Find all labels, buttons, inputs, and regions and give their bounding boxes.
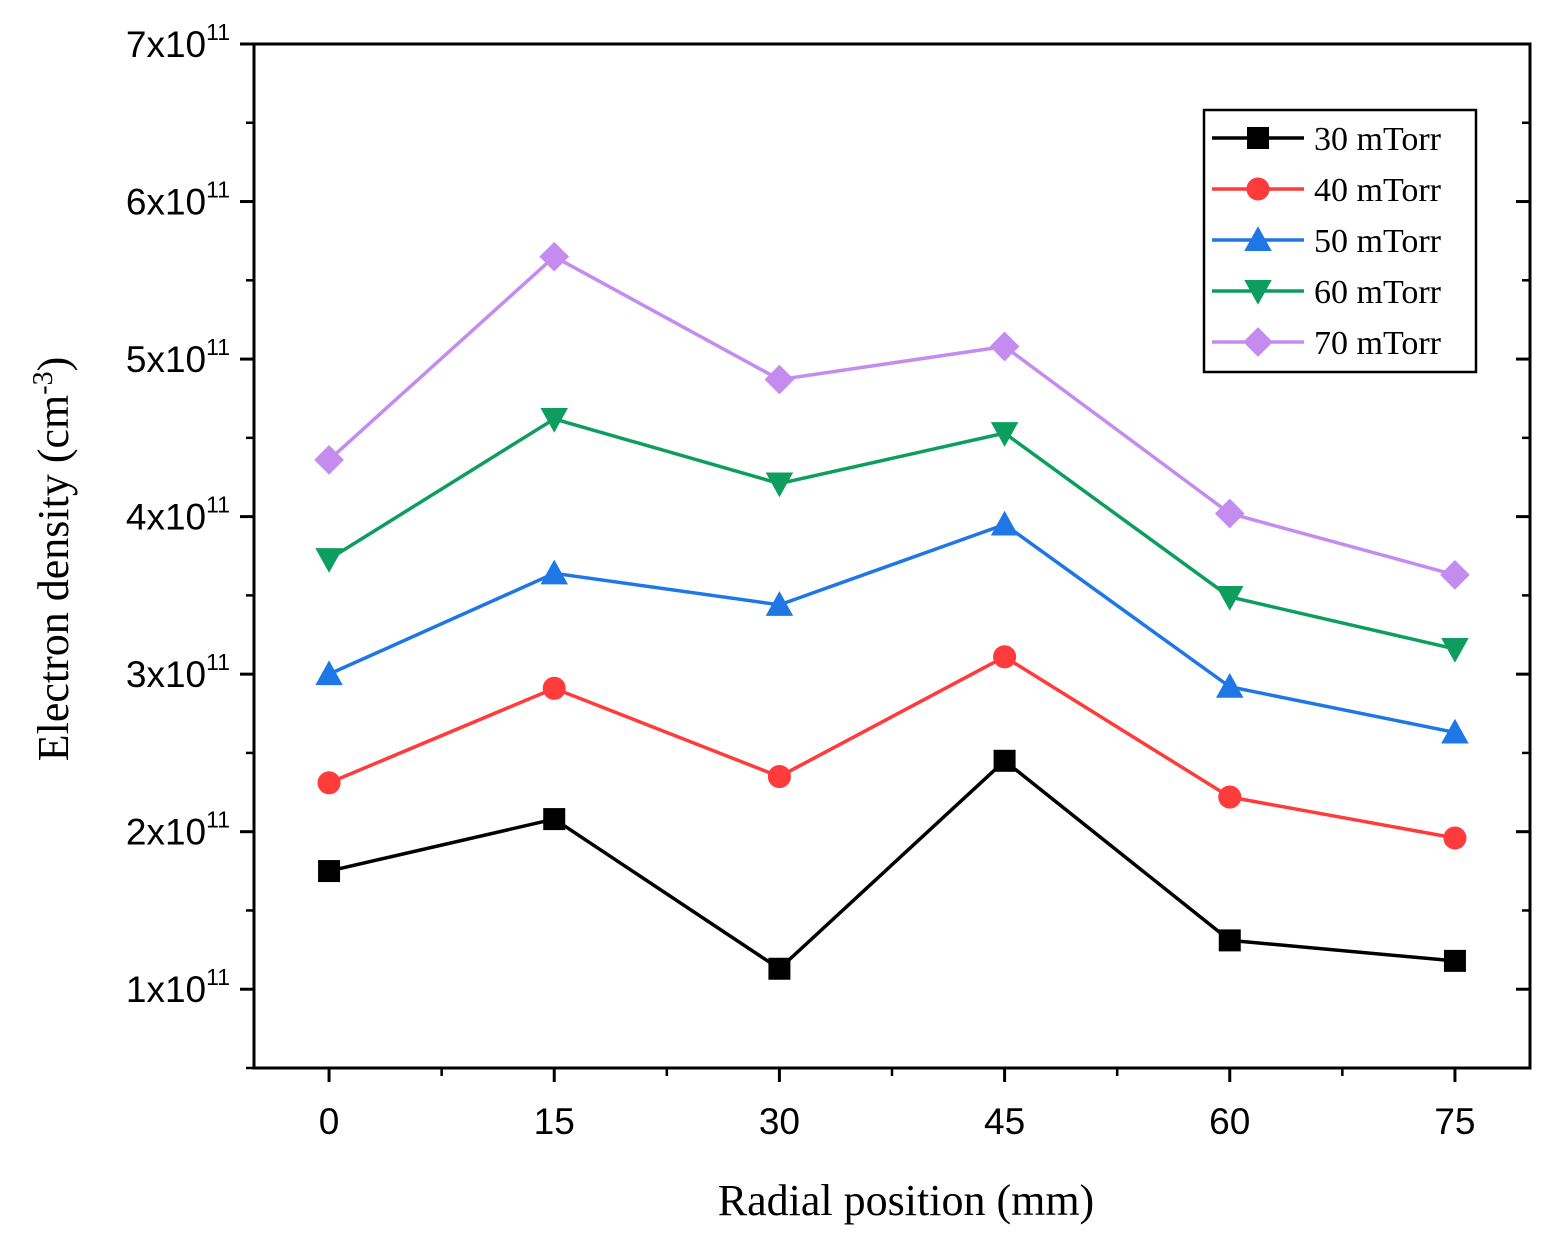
data-point xyxy=(314,445,344,475)
data-point xyxy=(1443,949,1466,972)
data-point xyxy=(539,241,570,272)
y-tick-exponent: 11 xyxy=(206,807,230,833)
y-tick-exponent: 11 xyxy=(206,964,230,990)
series-line xyxy=(328,417,1456,651)
y-tick-exponent: 11 xyxy=(206,334,230,360)
y-tick-label: 3x1011 xyxy=(126,649,230,695)
data-point xyxy=(1440,560,1470,590)
series-line xyxy=(327,254,1456,577)
y-tick-exponent: 11 xyxy=(206,177,230,203)
axes: 1x10112x10113x10114x10115x10116x10117x10… xyxy=(28,19,1532,1225)
legend-label: 70 mTorr xyxy=(1314,325,1442,362)
y-tick-mantissa: 3x10 xyxy=(126,654,206,695)
series-60-mtorr xyxy=(315,407,1469,663)
y-axis-title-base: Electron density (cm xyxy=(29,395,78,762)
y-tick-mantissa: 2x10 xyxy=(126,812,206,853)
data-point xyxy=(315,548,343,573)
data-point xyxy=(990,510,1019,536)
legend-label: 30 mTorr xyxy=(1314,121,1442,158)
y-tick-exponent: 11 xyxy=(206,19,230,45)
legend-item: 30 mTorr xyxy=(1212,121,1442,158)
y-axis-title: Electron density (cm-3) xyxy=(28,357,78,762)
legend-marker xyxy=(1247,127,1269,149)
data-point xyxy=(1216,585,1244,611)
data-point xyxy=(540,559,568,585)
y-tick-label: 7x1011 xyxy=(126,19,230,65)
legend-marker xyxy=(1243,327,1273,357)
y-tick-exponent: 11 xyxy=(206,492,230,518)
y-tick-mantissa: 1x10 xyxy=(126,969,206,1010)
y-tick-label: 6x1011 xyxy=(126,177,230,223)
x-tick-label: 60 xyxy=(1209,1101,1250,1142)
data-point xyxy=(1218,929,1241,952)
y-tick-label: 5x1011 xyxy=(126,334,230,380)
data-point xyxy=(993,645,1017,669)
data-point xyxy=(318,860,341,883)
legend-label: 60 mTorr xyxy=(1314,274,1442,311)
data-point xyxy=(540,407,568,433)
y-tick-label: 1x1011 xyxy=(126,964,230,1010)
x-axis-title: Radial position (mm) xyxy=(718,1176,1094,1225)
y-tick-mantissa: 6x10 xyxy=(126,182,206,223)
data-point xyxy=(543,808,566,831)
data-point xyxy=(1218,785,1242,809)
series-line xyxy=(328,522,1456,735)
series-line xyxy=(328,759,1456,971)
data-point xyxy=(317,771,341,795)
series-group xyxy=(314,241,1470,980)
data-point xyxy=(1441,718,1469,744)
y-tick-mantissa: 5x10 xyxy=(126,339,206,380)
legend-item: 40 mTorr xyxy=(1212,172,1442,209)
y-tick-exponent: 11 xyxy=(206,649,230,675)
legend-item: 70 mTorr xyxy=(1212,325,1442,362)
series-line xyxy=(328,655,1456,840)
data-point xyxy=(765,591,794,616)
x-tick-label: 30 xyxy=(759,1101,800,1142)
legend-marker xyxy=(1244,226,1272,251)
series-50-mtorr xyxy=(315,510,1469,744)
x-tick-label: 75 xyxy=(1434,1101,1475,1142)
y-axis-title-sup: -3 xyxy=(28,371,59,394)
data-point xyxy=(764,364,795,395)
legend-marker xyxy=(1246,177,1270,201)
series-40-mtorr xyxy=(317,645,1467,850)
x-tick-label: 15 xyxy=(534,1101,575,1142)
data-point xyxy=(1443,826,1467,850)
legend-marker xyxy=(1244,280,1272,305)
y-axis-title-close: ) xyxy=(29,357,78,372)
data-point xyxy=(315,660,343,686)
legend-label: 40 mTorr xyxy=(1314,172,1442,209)
data-point xyxy=(768,957,791,980)
legend-item: 60 mTorr xyxy=(1212,274,1442,311)
legend-label: 50 mTorr xyxy=(1314,223,1442,260)
data-point xyxy=(542,676,566,700)
data-point xyxy=(1214,498,1245,529)
y-tick-mantissa: 4x10 xyxy=(126,497,206,538)
data-point xyxy=(993,749,1016,772)
data-point xyxy=(765,472,794,498)
data-point xyxy=(1441,637,1469,663)
y-tick-label: 4x1011 xyxy=(126,492,230,538)
x-tick-label: 45 xyxy=(984,1101,1025,1142)
y-tick-label: 2x1011 xyxy=(126,807,230,853)
legend-item: 50 mTorr xyxy=(1212,223,1442,260)
series-70-mtorr xyxy=(314,241,1470,590)
data-point xyxy=(990,422,1019,447)
data-point xyxy=(989,331,1020,362)
data-point xyxy=(1216,673,1244,698)
y-tick-mantissa: 7x10 xyxy=(126,24,206,65)
data-point xyxy=(767,765,791,789)
legend: 30 mTorr 40 mTorr 50 mTorr 60 mTorr 70 mTorr xyxy=(1202,108,1478,374)
x-tick-label: 0 xyxy=(319,1101,340,1142)
series-30-mtorr xyxy=(318,749,1466,980)
